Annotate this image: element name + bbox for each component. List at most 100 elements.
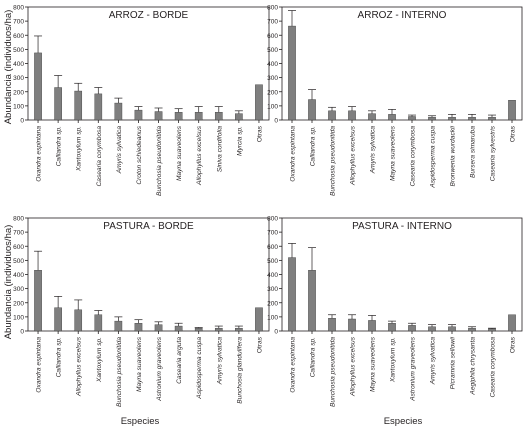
- bar: [308, 99, 316, 121]
- bar: [214, 327, 223, 332]
- y-tick-label: 800: [13, 5, 24, 12]
- x-tick-label: Oxandra espintana: [290, 337, 297, 393]
- x-tick-label: Astronium graveolens: [410, 336, 417, 401]
- x-tick-label: Allophyllus excelsus: [350, 336, 357, 397]
- bar: [288, 25, 296, 121]
- x-tick-label: Mayna suaveolens: [390, 125, 397, 181]
- y-tick-label: 400: [13, 61, 24, 68]
- plot-frame: [27, 217, 270, 332]
- chart-title: ARROZ - BORDE: [109, 10, 189, 21]
- y-tick-label: 100: [13, 103, 24, 110]
- y-tick-label: 300: [267, 75, 278, 82]
- y-tick-label: 400: [267, 61, 278, 68]
- y-tick-label: 100: [13, 314, 24, 321]
- chart-title: ARROZ - INTERNO: [358, 10, 447, 21]
- y-tick-label: 800: [13, 216, 24, 223]
- x-axis-label-right: Especies: [384, 416, 423, 427]
- y-tick-label: 0: [20, 329, 24, 336]
- y-tick-label: 500: [13, 47, 24, 54]
- bar: [448, 326, 456, 332]
- bar: [54, 87, 62, 121]
- bar: [368, 113, 376, 121]
- y-tick-label: 300: [13, 286, 24, 293]
- y-tick-label: 400: [13, 272, 24, 279]
- y-tick-label: 700: [267, 19, 278, 26]
- bar: [114, 102, 123, 121]
- y-tick-label: 200: [267, 300, 278, 307]
- bar: [508, 100, 516, 121]
- x-tick-label: Bunchosia pseudonitida: [330, 337, 337, 407]
- plot-frame: [27, 6, 270, 121]
- y-tick-label: 100: [267, 314, 278, 321]
- x-tick-label: Casearia corymbosa: [410, 126, 417, 187]
- y-tick-label: 400: [267, 272, 278, 279]
- bar: [408, 325, 416, 332]
- bar: [428, 116, 436, 121]
- x-tick-label: Aegiphila chrysanta: [470, 337, 477, 396]
- x-tick-label: Bursera simaruba: [470, 126, 477, 178]
- x-tick-label: Amyris sylvatica: [430, 337, 437, 386]
- bar: [154, 324, 163, 332]
- x-tick-label: Siniva cordifolia: [216, 126, 223, 173]
- x-tick-label: Calliandra sp.: [310, 126, 317, 166]
- x-tick-label: Xantoxylum sp.: [96, 337, 103, 383]
- y-tick-label: 600: [267, 244, 278, 251]
- x-tick-label: Aspidosperma cuspa: [196, 337, 203, 400]
- bar: [255, 84, 263, 121]
- x-tick-label: Calliandra sp.: [56, 337, 63, 377]
- bar: [488, 328, 496, 332]
- y-tick-label: 500: [267, 258, 278, 265]
- bar: [94, 314, 103, 332]
- plot-frame: [281, 6, 523, 121]
- y-tick-label: 500: [13, 258, 24, 265]
- x-tick-label: Mayna suaveolens: [136, 336, 143, 392]
- chart-panel-4: PASTURA - INTERNO 0 100 200 300 400 500 600 700 8…: [267, 216, 523, 407]
- y-tick-label: 800: [267, 216, 278, 223]
- x-tick-label: Otras: [256, 336, 263, 353]
- x-tick-label: Amyris sylvatica: [370, 126, 377, 175]
- x-tick-label: Otras: [510, 125, 517, 142]
- bar: [388, 323, 396, 332]
- bar: [468, 327, 476, 332]
- bar: [448, 116, 456, 121]
- x-tick-label: Aspidosperma cuspa: [430, 126, 437, 189]
- chart-panel-1: ARROZ - BORDE 0 100 200 300 400 500 600 700 800 Ox…: [13, 5, 270, 196]
- x-tick-label: Casearia sylvestris: [490, 125, 497, 181]
- bar: [328, 110, 336, 121]
- y-axis-label-bottom: Abundancia (individuos/ha): [3, 225, 14, 340]
- y-tick-label: 0: [274, 329, 278, 336]
- x-tick-label: Mayna suaveolens: [176, 125, 183, 181]
- y-tick-label: 500: [267, 47, 278, 54]
- x-tick-label: Amyris sylvatica: [116, 126, 123, 175]
- x-tick-label: Calliandra sp.: [56, 126, 63, 166]
- y-tick-label: 300: [267, 286, 278, 293]
- x-tick-label: Xantoxylum sp.: [390, 337, 397, 383]
- x-tick-label: Bronwenia wurdackii: [450, 125, 457, 186]
- chart-panel-3: PASTURA - BORDE 0 100 200 300 400 500 600 700 800…: [13, 216, 270, 407]
- bar: [114, 320, 123, 332]
- chart-title: PASTURA - INTERNO: [352, 221, 452, 232]
- y-tick-label: 200: [13, 89, 24, 96]
- x-tick-label: Allophyllus excelsus: [76, 336, 83, 397]
- x-axis-label: Especies: [121, 416, 160, 427]
- bar: [408, 116, 416, 121]
- y-tick-label: 200: [267, 89, 278, 96]
- bar: [194, 327, 203, 332]
- chart-panel-2: ARROZ - INTERNO 0 100 200 300 400 500 600 700 800…: [267, 5, 523, 196]
- x-tick-label: Bunchosia pseudonitida: [330, 126, 337, 196]
- bar: [34, 270, 42, 332]
- y-tick-label: 600: [267, 33, 278, 40]
- x-tick-label: Bunchosia pseudonitida: [156, 126, 163, 196]
- x-tick-label: Bunchosia pseudonitida: [116, 337, 123, 407]
- x-tick-label: Casearia corymbosa: [490, 337, 497, 398]
- bar: [468, 116, 476, 121]
- bar: [388, 114, 396, 121]
- x-tick-label: Myrcia sp.: [236, 126, 243, 156]
- y-tick-label: 0: [20, 118, 24, 125]
- x-tick-label: Astronium graveolens: [156, 336, 163, 401]
- bar: [54, 307, 62, 332]
- x-tick-label: Bunchosia glandulifera: [236, 337, 243, 404]
- y-tick-label: 300: [13, 75, 24, 82]
